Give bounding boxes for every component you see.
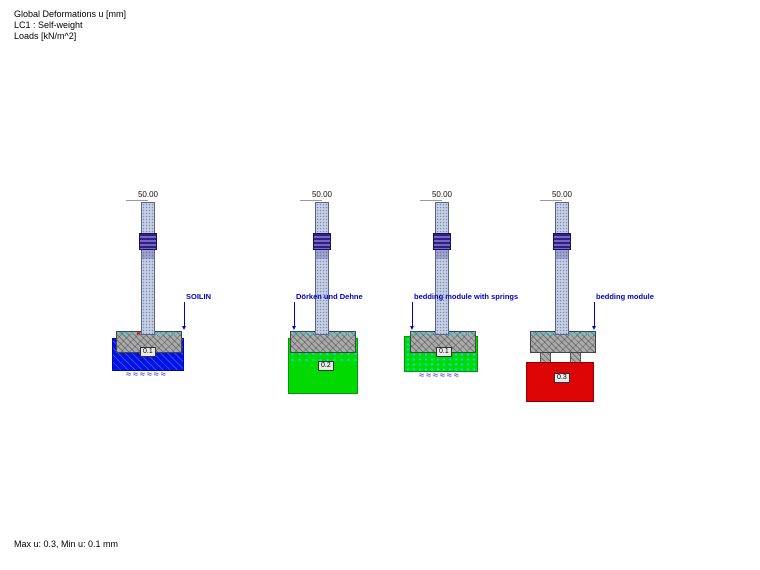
column-band xyxy=(139,233,157,250)
annotation-label: bedding module xyxy=(596,292,654,301)
dimension-label: 50.00 xyxy=(311,190,333,199)
leader-line xyxy=(182,302,186,330)
legend-line-loadcase: LC1 : Self-weight xyxy=(14,20,83,30)
model-bedding-module-with-springs: 50.00 bedding module with springs ≈≈≈≈≈≈… xyxy=(376,188,519,410)
model-soilin: 50.00 SOILIN × ≈≈≈≈≈≈ 0.1 xyxy=(82,188,222,410)
column xyxy=(139,202,157,335)
dimension-line xyxy=(540,200,562,201)
annotation-label: Dörken und Dehne xyxy=(296,292,363,301)
dimension-line xyxy=(420,200,442,201)
column-band-lower xyxy=(316,250,328,259)
leader-line xyxy=(410,302,414,330)
legend: Global Deformations u [mm] LC1 : Self-we… xyxy=(14,9,126,42)
column xyxy=(313,202,331,335)
load-marker: × xyxy=(136,329,141,338)
leader-line xyxy=(292,302,296,330)
leader-line xyxy=(592,302,596,330)
result-summary: Max u: 0.3, Min u: 0.1 mm xyxy=(14,539,119,549)
column-band xyxy=(313,233,331,250)
legend-line-title: Global Deformations u [mm] xyxy=(14,9,127,19)
model-bedding-module: 50.00 bedding module 0.3 xyxy=(496,188,654,410)
annotation-label: bedding module with springs xyxy=(414,292,519,301)
dimension-line xyxy=(300,200,322,201)
support-symbols: ≈≈≈≈≈≈ xyxy=(419,371,461,380)
dimension-label: 50.00 xyxy=(137,190,159,199)
deformation-value: 0.2 xyxy=(318,361,334,371)
deformation-value: 0.1 xyxy=(436,347,452,357)
deformation-value: 0.1 xyxy=(140,347,156,357)
dimension-line xyxy=(126,200,148,201)
legend-line-loads: Loads [kN/m^2] xyxy=(14,31,77,41)
column-band-lower xyxy=(436,250,448,259)
column-band-lower xyxy=(556,250,568,259)
deformation-value: 0.3 xyxy=(554,373,570,383)
support-symbols: ≈≈≈≈≈≈ xyxy=(126,370,168,379)
column xyxy=(433,202,451,335)
column-band xyxy=(553,233,571,250)
dimension-label: 50.00 xyxy=(431,190,453,199)
column xyxy=(553,202,571,335)
dimension-label: 50.00 xyxy=(551,190,573,199)
annotation-label: SOILIN xyxy=(186,292,212,301)
column-band-lower xyxy=(142,250,154,259)
column-band xyxy=(433,233,451,250)
model-doerken-und-dehne: 50.00 Dörken und Dehne 0.2 xyxy=(256,188,396,410)
